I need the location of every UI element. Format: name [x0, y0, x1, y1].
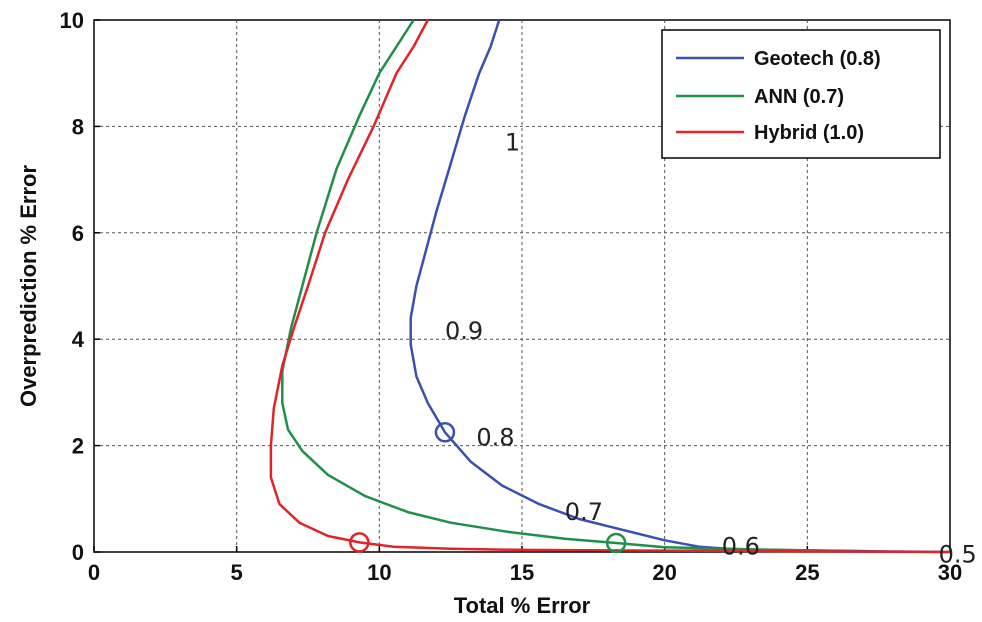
y-tick-label: 8 — [72, 114, 84, 139]
x-tick-label: 20 — [652, 560, 676, 585]
y-tick-label: 2 — [72, 434, 84, 459]
markers — [349, 422, 627, 554]
series-line-ann — [281, 19, 836, 553]
x-axis-label: Total % Error — [454, 593, 591, 618]
operating-point-marker-geotech — [434, 422, 456, 443]
y-axis-label: Overprediction % Error — [16, 165, 41, 408]
x-tick-label: 10 — [367, 560, 391, 585]
threshold-annotation: 0.6 — [722, 533, 760, 561]
x-tick-label: 30 — [938, 560, 962, 585]
threshold-annotation: 0.9 — [445, 317, 483, 345]
operating-point-marker-ann — [605, 532, 627, 554]
legend-box — [661, 29, 941, 159]
x-tick-label: 0 — [88, 560, 100, 585]
grid — [94, 20, 950, 552]
legend-label-geotech: Geotech (0.8) — [754, 48, 881, 70]
y-tick-label: 0 — [72, 540, 84, 565]
x-tick-label: 5 — [231, 560, 243, 585]
legend-label-ann: ANN (0.7) — [754, 86, 844, 108]
annotations: 1 0.9 0.8 0.7 0.6 0.5 — [445, 128, 977, 568]
y-tick-label: 6 — [72, 221, 84, 246]
y-tick-label: 10 — [60, 8, 84, 33]
legend: Geotech (0.8) ANN (0.7) Hybrid (1.0) — [661, 29, 941, 159]
threshold-annotation: 0.8 — [476, 424, 514, 452]
y-tick-label: 4 — [72, 327, 85, 352]
legend-label-hybrid: Hybrid (1.0) — [754, 122, 864, 144]
x-tick-label: 25 — [795, 560, 819, 585]
threshold-annotation: 0.5 — [939, 541, 977, 569]
x-tick-label: 15 — [510, 560, 534, 585]
threshold-annotation: 0.7 — [565, 498, 603, 526]
operating-point-marker-hybrid — [349, 532, 370, 553]
series-layer — [269, 19, 951, 554]
ticks: 0 5 10 15 20 25 30 0 2 4 6 8 10 — [60, 8, 963, 585]
series-line-hybrid — [269, 19, 951, 554]
threshold-annotation: 1 — [505, 128, 520, 156]
